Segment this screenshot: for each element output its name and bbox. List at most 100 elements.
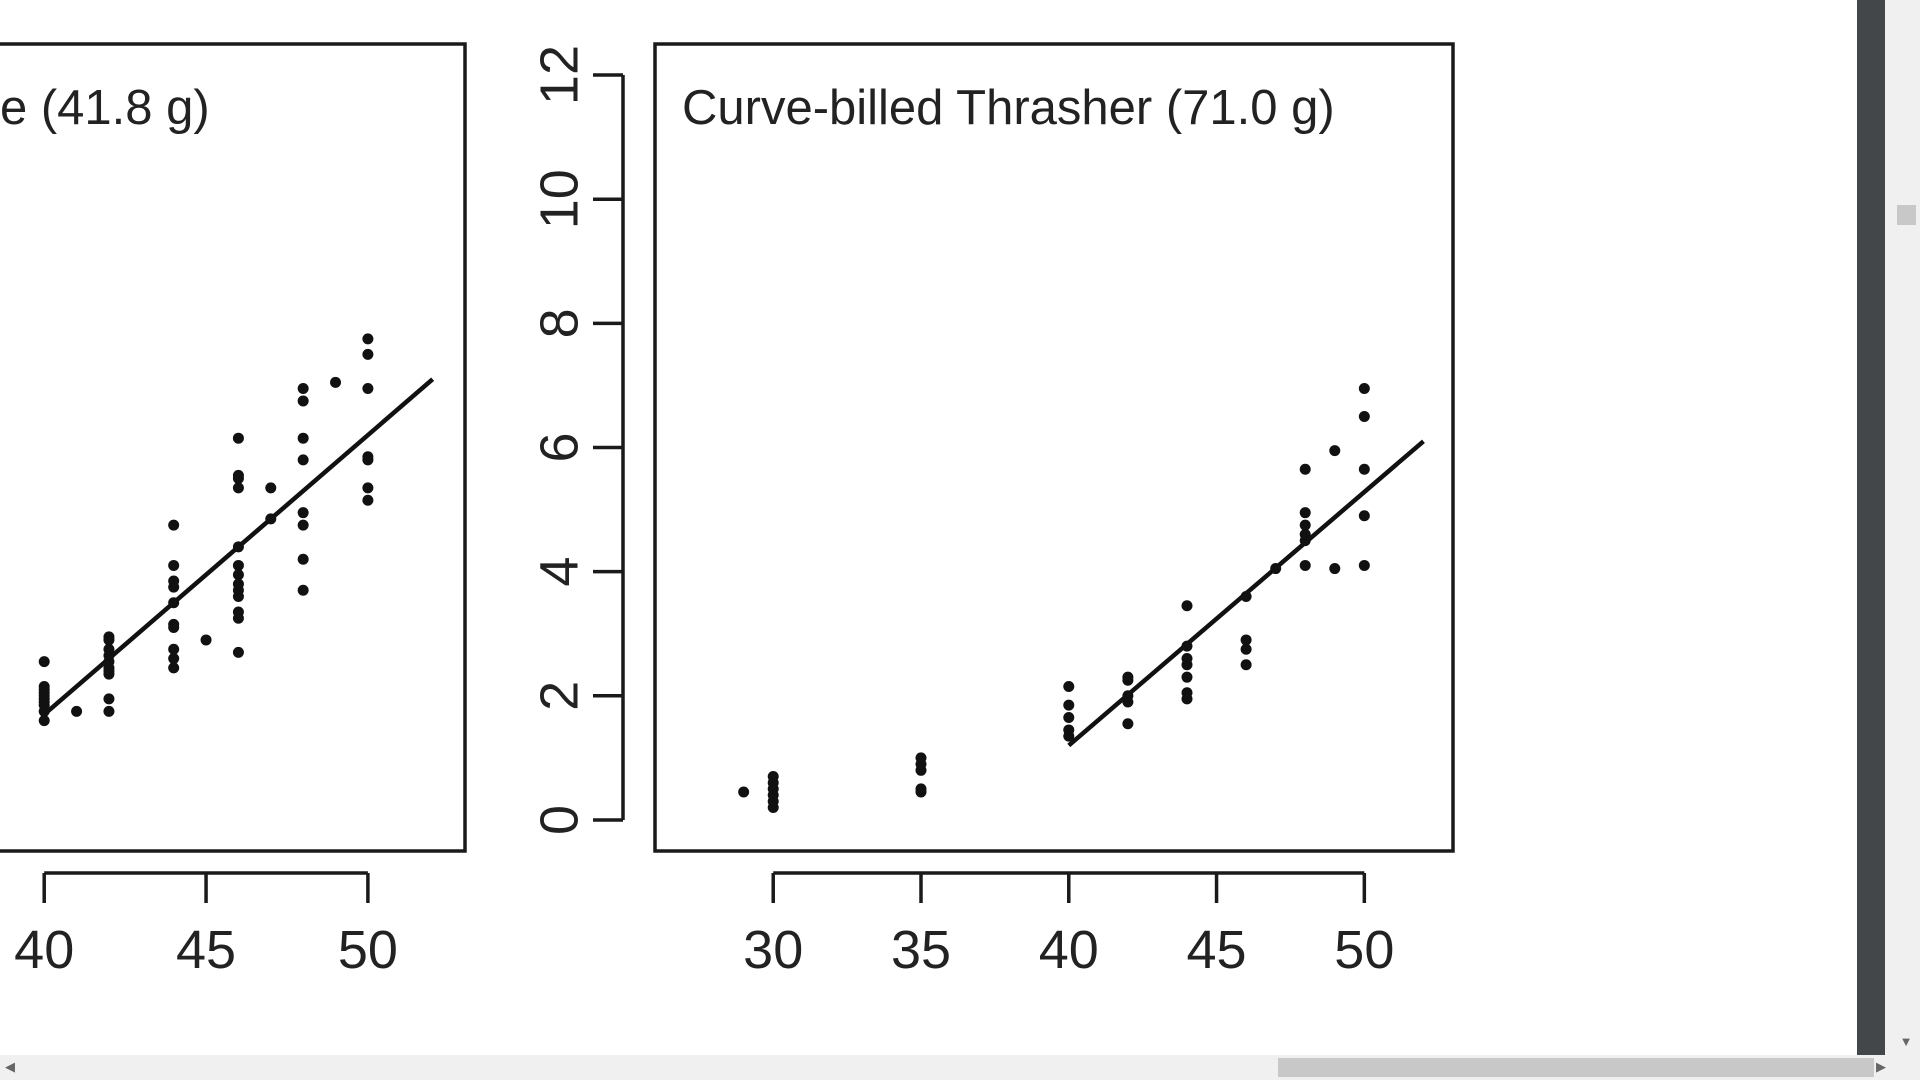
y-tick-label: 2 (529, 681, 589, 711)
data-point (362, 482, 374, 494)
scroll-down-arrow-icon[interactable]: ▼ (1899, 1034, 1913, 1049)
y-tick-label: 8 (529, 308, 589, 338)
vertical-scrollbar[interactable]: ▼ (1857, 0, 1920, 1055)
data-point (232, 541, 244, 553)
data-point (1181, 653, 1193, 665)
data-point (1063, 724, 1075, 736)
x-tick-label: 45 (176, 920, 236, 980)
data-point (168, 653, 180, 665)
data-point (168, 643, 180, 655)
data-point (232, 646, 244, 658)
data-point (103, 631, 115, 643)
browser-viewport: 40 45 50 e (41.8 g) 30 35 40 45 50 0 2 4 6 8 10 12 Curv… (0, 42, 1455, 980)
vertical-scroll-thumb[interactable] (1897, 205, 1916, 225)
data-point (38, 680, 50, 692)
data-point (1063, 699, 1075, 711)
data-point (168, 559, 180, 571)
data-point (1063, 680, 1075, 692)
data-point (297, 584, 309, 596)
x-tick-label: 50 (338, 920, 398, 980)
data-point (1299, 519, 1311, 531)
chart-title: e (41.8 g) (0, 81, 210, 135)
data-point (1063, 712, 1075, 724)
data-point (200, 634, 212, 646)
horizontal-scrollbar[interactable]: ◀ ▶ (0, 1055, 1920, 1080)
data-point (1299, 528, 1311, 540)
data-point (1181, 687, 1193, 699)
plot-frame (653, 42, 1455, 853)
data-point (232, 432, 244, 444)
data-point (362, 333, 374, 345)
data-point (168, 519, 180, 531)
data-point (362, 494, 374, 506)
x-tick-label: 45 (1187, 920, 1247, 980)
data-point (362, 348, 374, 360)
data-point (1240, 659, 1252, 671)
x-tick-label: 40 (1039, 920, 1099, 980)
data-point (767, 771, 779, 783)
data-point (168, 575, 180, 587)
data-point (738, 786, 750, 798)
data-point (71, 705, 83, 717)
chart-panel-left: 40 45 50 e (41.8 g) (0, 42, 467, 980)
data-point (103, 643, 115, 655)
data-point (265, 482, 277, 494)
y-tick-label: 12 (529, 45, 589, 105)
data-point (362, 451, 374, 463)
data-point (362, 383, 374, 395)
chart-panel-right: 30 35 40 45 50 0 2 4 6 8 10 12 Curve-billed Thrasher… (529, 42, 1455, 980)
data-point (103, 705, 115, 717)
data-point (297, 519, 309, 531)
data-point (1122, 718, 1134, 730)
data-point (1122, 671, 1134, 683)
data-point (1181, 640, 1193, 652)
data-point (1270, 563, 1282, 575)
charts-svg: 40 45 50 e (41.8 g) 30 35 40 45 50 0 2 4 6 8 10 12 Curv… (0, 42, 1455, 980)
scroll-right-arrow-icon[interactable]: ▶ (1876, 1059, 1886, 1074)
data-point (1240, 643, 1252, 655)
scrollbar-gutter (1857, 0, 1885, 1055)
data-point (1358, 383, 1370, 395)
chart-title: Curve-billed Thrasher (71.0 g) (682, 81, 1335, 135)
x-tick-label: 50 (1334, 920, 1394, 980)
data-point (38, 715, 50, 727)
data-point (297, 507, 309, 519)
scroll-left-arrow-icon[interactable]: ◀ (5, 1059, 15, 1074)
data-point (1329, 563, 1341, 575)
data-point (1181, 600, 1193, 612)
data-point (297, 432, 309, 444)
y-tick-label: 6 (529, 432, 589, 462)
x-tick-label: 30 (743, 920, 803, 980)
data-point (1358, 463, 1370, 475)
data-point (1240, 590, 1252, 602)
data-point (1240, 634, 1252, 646)
data-point (232, 559, 244, 571)
data-point (1299, 559, 1311, 571)
x-tick-label: 35 (891, 920, 951, 980)
data-point (103, 693, 115, 705)
data-point (297, 383, 309, 395)
data-point (168, 618, 180, 630)
data-point (1358, 410, 1370, 422)
x-tick-label: 40 (14, 920, 74, 980)
data-point (1358, 510, 1370, 522)
data-point (297, 553, 309, 565)
data-point (297, 454, 309, 466)
y-tick-label: 4 (529, 557, 589, 587)
data-point (1358, 559, 1370, 571)
data-point (232, 469, 244, 481)
data-point (1122, 690, 1134, 702)
data-point (1299, 507, 1311, 519)
plot-frame (0, 42, 467, 853)
data-point (232, 482, 244, 494)
data-point (1299, 463, 1311, 475)
data-point (232, 578, 244, 590)
data-point (232, 606, 244, 618)
data-point (38, 656, 50, 668)
data-point (168, 662, 180, 674)
data-point (297, 395, 309, 407)
y-tick-label: 0 (529, 805, 589, 835)
data-point (915, 783, 927, 795)
data-point (265, 513, 277, 525)
horizontal-scroll-thumb[interactable] (1278, 1058, 1874, 1077)
